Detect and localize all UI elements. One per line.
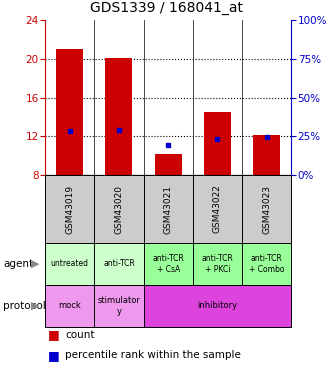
Text: GSM43023: GSM43023 [262,184,271,234]
Bar [193,175,242,243]
Bar [94,285,144,327]
Bar [94,175,144,243]
Bar [45,285,94,327]
Text: inhibitory: inhibitory [197,302,237,310]
Bar [193,243,242,285]
Bar [204,112,231,175]
Bar [45,175,94,243]
Text: ■: ■ [48,328,60,341]
Text: GSM43019: GSM43019 [65,184,74,234]
Text: protocol: protocol [3,301,46,311]
Text: GSM43020: GSM43020 [114,184,124,234]
Text: anti-TCR
+ PKCi: anti-TCR + PKCi [201,254,233,274]
Bar [94,243,144,285]
Bar [144,175,193,243]
Bar [253,135,280,175]
Text: GSM43021: GSM43021 [164,184,173,234]
Text: agent: agent [3,259,33,269]
Text: count: count [65,330,95,339]
Text: ■: ■ [48,349,60,361]
Bar [105,58,133,175]
Bar [155,154,182,175]
Text: ▶: ▶ [31,301,39,311]
Text: anti-TCR: anti-TCR [103,260,135,268]
Bar [144,243,193,285]
Text: percentile rank within the sample: percentile rank within the sample [65,350,241,360]
Text: ▶: ▶ [31,259,39,269]
Text: untreated: untreated [51,260,89,268]
Bar [242,175,291,243]
Text: stimulator
y: stimulator y [98,296,140,316]
Bar [242,243,291,285]
Bar [56,49,83,175]
Bar [144,285,291,327]
Text: anti-TCR
+ Combo: anti-TCR + Combo [249,254,284,274]
Text: GDS1339 / 168041_at: GDS1339 / 168041_at [90,1,243,15]
Bar [45,243,94,285]
Text: anti-TCR
+ CsA: anti-TCR + CsA [152,254,184,274]
Text: mock: mock [58,302,81,310]
Text: GSM43022: GSM43022 [213,184,222,233]
